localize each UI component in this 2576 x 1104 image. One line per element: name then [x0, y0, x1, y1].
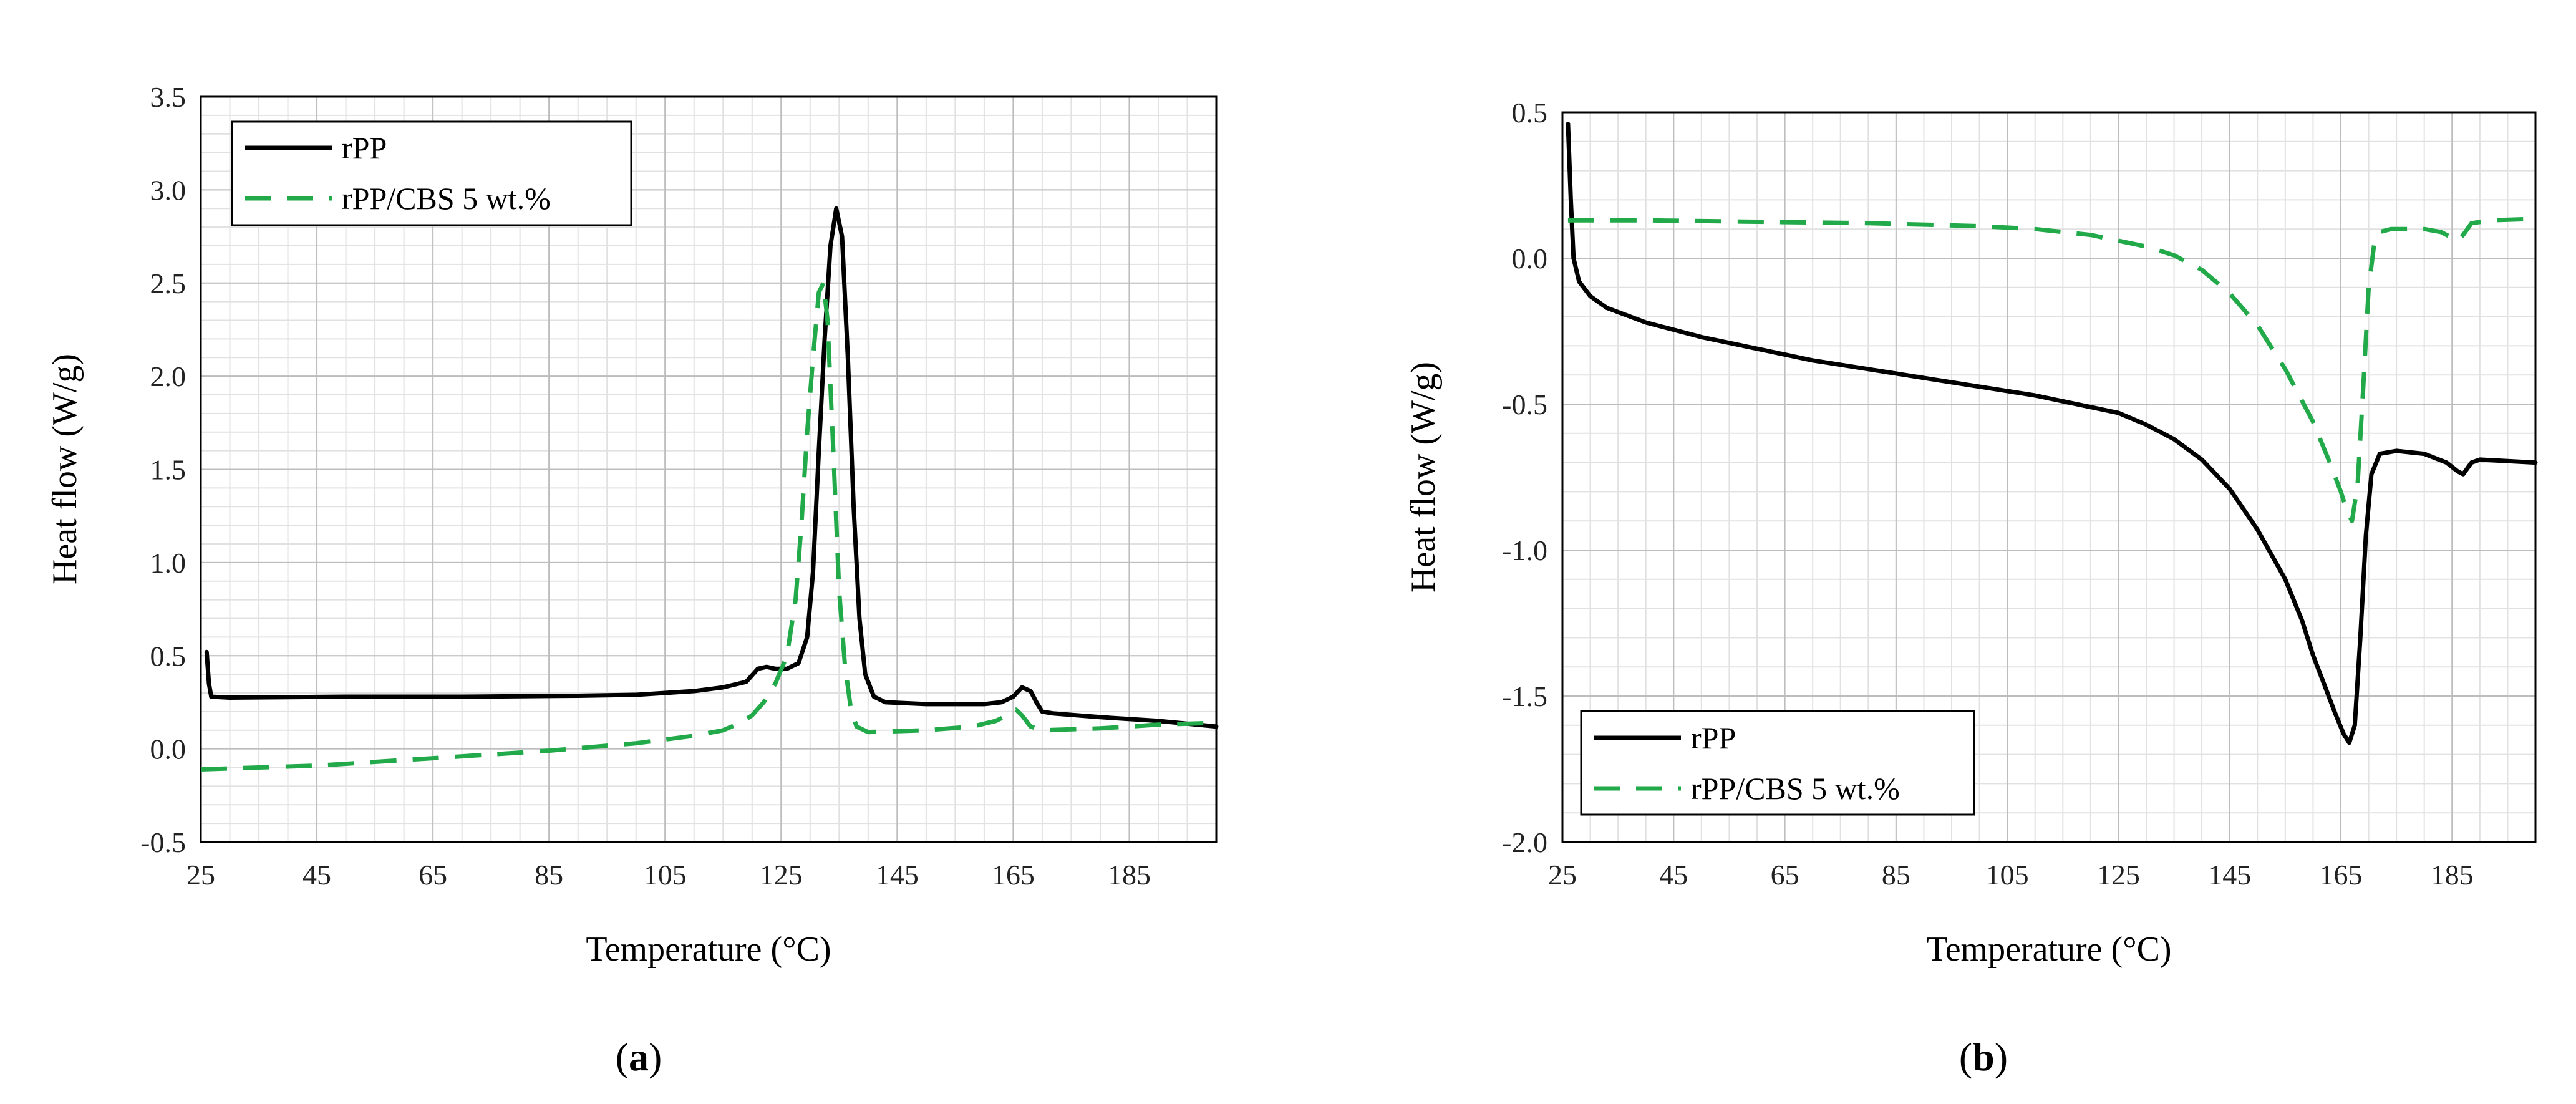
chart-a-caption: (a): [616, 1035, 662, 1079]
chart-b-series-group: [1566, 122, 2538, 745]
chart-b-legend-label-rpp: rPP: [1691, 720, 1736, 755]
chart-a-plot-frame: [200, 95, 1218, 843]
chart-b-series-rpp-cbs-line: [1567, 216, 2536, 523]
chart-b-xlabel: Temperature (°C): [1926, 930, 2171, 969]
chart-panel-b: 25 45 65 85 105 125 145 165 185 -2.0 -1.5 -1.0 -0.5 0…: [1404, 97, 2538, 1079]
chart-a-ytick-label: 2.5: [150, 268, 186, 299]
chart-panel-a: 25 45 65 85 105 125 145 165 185 -0.5 0.0 0.5 1.0 1.5 2…: [46, 81, 1219, 1079]
chart-a-ytick-label: -0.5: [140, 826, 186, 858]
chart-a-ytick-label: 1.5: [150, 454, 186, 486]
chart-a-tick-labels: 25 45 65 85 105 125 145 165 185 -0.5 0.0 0.5 1.0 1.5 2…: [140, 81, 1151, 891]
chart-a-ytick-label: 2.0: [150, 361, 186, 392]
chart-a-series-group: [200, 206, 1219, 772]
chart-a-legend: rPP rPP/CBS 5 wt.%: [231, 120, 632, 226]
chart-b-ytick-label: 0.5: [1512, 97, 1548, 128]
chart-a-legend-box: [231, 120, 632, 226]
chart-a-series-rpp-cbs-line: [200, 281, 1217, 772]
chart-a-legend-label-rpp-cbs: rPP/CBS 5 wt.%: [342, 181, 551, 216]
chart-a-ylabel: Heat flow (W/g): [46, 354, 84, 584]
chart-a-xtick-label: 165: [992, 859, 1035, 891]
chart-a-xtick-label: 25: [186, 859, 215, 891]
chart-b-legend: rPP rPP/CBS 5 wt.%: [1580, 710, 1975, 816]
chart-b-xtick-label: 165: [2320, 859, 2363, 891]
chart-a-xtick-label: 125: [760, 859, 803, 891]
chart-b-caption: (b): [1959, 1035, 2008, 1079]
chart-a-xtick-label: 145: [876, 859, 919, 891]
chart-a-legend-label-rpp: rPP: [342, 130, 387, 165]
chart-b-ytick-label: 0.0: [1512, 243, 1548, 274]
chart-a-series-rpp-line: [204, 206, 1219, 729]
chart-b-xtick-label: 145: [2208, 859, 2251, 891]
chart-b-xtick-label: 105: [1986, 859, 2029, 891]
chart-b-ytick-label: -1.5: [1502, 680, 1547, 712]
chart-b-series-rpp-line: [1566, 122, 2538, 745]
chart-b-plot-frame: [1561, 111, 2537, 843]
chart-b-xtick-label: 65: [1771, 859, 1799, 891]
chart-b-legend-label-rpp-cbs: rPP/CBS 5 wt.%: [1691, 771, 1900, 806]
chart-b-xtick-label: 45: [1659, 859, 1688, 891]
chart-b-ylabel: Heat flow (W/g): [1404, 362, 1443, 593]
chart-b-legend-box: [1580, 710, 1975, 816]
chart-a-xtick-label: 65: [419, 859, 447, 891]
chart-b-ytick-label: -1.0: [1502, 535, 1547, 566]
chart-b-xtick-label: 185: [2431, 859, 2474, 891]
chart-b-ytick-label: -2.0: [1502, 826, 1547, 858]
chart-b-ytick-label: -0.5: [1502, 389, 1547, 420]
chart-a-ytick-label: 3.0: [150, 174, 186, 206]
chart-b-xtick-label: 25: [1548, 859, 1577, 891]
chart-b-xtick-label: 125: [2097, 859, 2140, 891]
chart-a-ytick-label: 3.5: [150, 81, 186, 113]
chart-a-ytick-label: 1.0: [150, 547, 186, 579]
chart-b-tick-labels: 25 45 65 85 105 125 145 165 185 -2.0 -1.5 -1.0 -0.5 0…: [1502, 97, 2474, 891]
chart-b-xtick-label: 85: [1882, 859, 1910, 891]
chart-a-xtick-label: 45: [303, 859, 331, 891]
chart-a-xlabel: Temperature (°C): [586, 930, 831, 969]
chart-a-xtick-label: 105: [644, 859, 687, 891]
chart-a-xtick-label: 185: [1108, 859, 1151, 891]
chart-a-ytick-label: 0.5: [150, 640, 186, 672]
chart-a-xtick-label: 85: [535, 859, 563, 891]
chart-a-ytick-label: 0.0: [150, 734, 186, 765]
